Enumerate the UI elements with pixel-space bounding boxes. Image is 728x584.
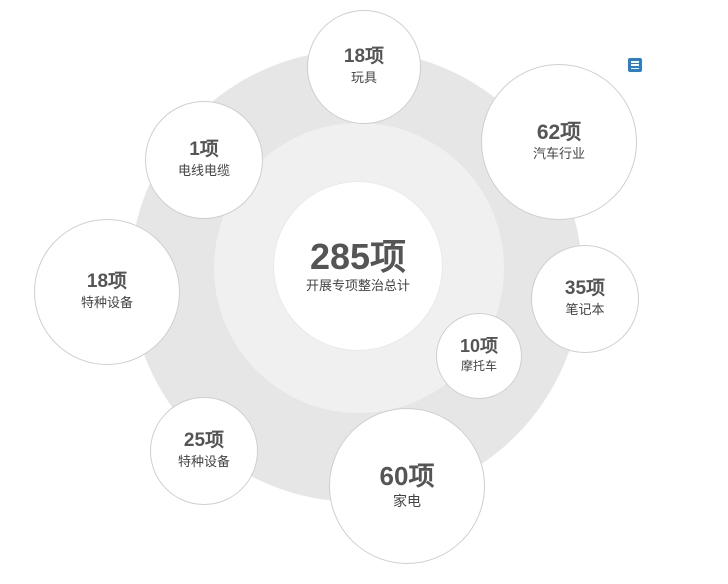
menu-line	[631, 61, 639, 63]
bubble-value: 35项	[564, 278, 606, 300]
bubble-motorcycle: 10项 摩托车	[436, 313, 522, 399]
bubble-value: 25项	[183, 430, 225, 452]
bubble-value: 62项	[536, 121, 582, 144]
menu-line	[631, 64, 639, 66]
total-bubble: 285项 开展专项整治总计	[274, 182, 442, 350]
total-value: 285项	[309, 235, 407, 277]
bubble-special-equipment-2: 25项 特种设备	[150, 397, 258, 505]
bubble-value: 18项	[343, 46, 385, 68]
bubble-wire-cable: 1项 电线电缆	[145, 101, 263, 219]
bubble-label: 笔记本	[565, 302, 605, 317]
bubble-label: 电线电缆	[177, 163, 230, 178]
bubble-toys: 18项 玩具	[307, 10, 421, 124]
bubble-home-appliances: 60项 家电	[329, 408, 485, 564]
menu-icon[interactable]	[628, 58, 642, 72]
menu-line	[631, 67, 639, 69]
bubble-value: 10项	[459, 336, 499, 357]
bubble-label: 家电	[393, 493, 421, 510]
bubble-label: 汽车行业	[532, 146, 585, 162]
bubble-label: 特种设备	[80, 295, 133, 310]
bubble-label: 摩托车	[460, 359, 497, 374]
bubble-value: 60项	[379, 460, 435, 491]
bubble-auto-industry: 62项 汽车行业	[481, 64, 637, 220]
bubble-laptop: 35项 笔记本	[531, 245, 639, 353]
total-label: 开展专项整治总计	[305, 278, 410, 294]
bubble-special-equipment-1: 18项 特种设备	[34, 219, 180, 365]
bubble-label: 玩具	[350, 70, 377, 85]
bubble-value: 18项	[86, 271, 128, 293]
bubble-label: 特种设备	[177, 454, 230, 469]
bubble-value: 1项	[189, 139, 219, 161]
